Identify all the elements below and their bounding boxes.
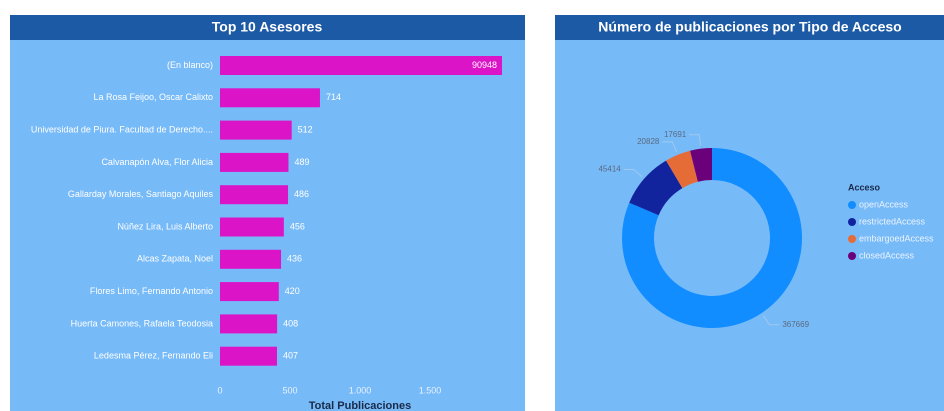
bar — [220, 314, 278, 334]
x-tick-label: 1.500 — [419, 385, 442, 395]
panel — [555, 15, 944, 411]
legend-title: Acceso — [848, 182, 881, 192]
category-label: Núñez Lira, Luis Alberto — [117, 221, 213, 231]
leader-line — [762, 315, 780, 326]
bar — [220, 282, 279, 302]
value-label: 436 — [287, 254, 302, 264]
data-label: 45414 — [598, 165, 621, 174]
legend-label: embargoedAccess — [859, 233, 934, 243]
chart-title: Top 10 Asesores — [212, 19, 323, 35]
leader-line — [689, 134, 702, 146]
data-label: 367669 — [782, 320, 809, 329]
x-tick-label: 1.000 — [349, 385, 372, 395]
bar — [220, 88, 320, 108]
value-label: 489 — [294, 157, 309, 167]
category-label: Gallarday Morales, Santiago Aquiles — [68, 189, 214, 199]
category-label: Alcas Zapata, Noel — [137, 254, 213, 264]
panel — [10, 15, 525, 411]
value-label: 408 — [283, 318, 298, 328]
value-label: 420 — [285, 286, 300, 296]
bar — [220, 185, 289, 205]
value-label: 90948 — [472, 60, 497, 70]
legend-marker — [848, 235, 856, 243]
category-label: Universidad de Piura. Facultad de Derech… — [31, 124, 213, 134]
legend-label: restrictedAccess — [859, 216, 926, 226]
value-label: 456 — [290, 221, 305, 231]
bar — [220, 152, 289, 172]
donut-slice — [621, 148, 802, 328]
bar — [220, 346, 277, 366]
data-label: 17691 — [664, 130, 687, 139]
category-label: (En blanco) — [167, 60, 213, 70]
right-panel: Número de publicaciones por Tipo de Acce… — [555, 15, 944, 411]
category-label: Flores Limo, Fernando Antonio — [90, 286, 213, 296]
data-label: 20828 — [637, 137, 660, 146]
title-bar — [555, 15, 944, 40]
bar — [220, 120, 292, 140]
donut-slice — [666, 150, 698, 189]
leader-line — [662, 141, 678, 153]
leader-line — [623, 169, 643, 178]
legend-marker — [848, 252, 856, 260]
category-label: Ledesma Pérez, Fernando Eli — [94, 351, 213, 361]
value-label: 512 — [298, 124, 313, 134]
category-label: La Rosa Feijoo, Oscar Calixto — [93, 92, 213, 102]
x-axis-title: Total Publicaciones — [309, 400, 412, 411]
category-label: Calvanapón Alva, Flor Alicia — [101, 157, 213, 167]
value-label: 486 — [294, 189, 309, 199]
legend-marker — [848, 201, 856, 209]
donut-slice — [629, 160, 683, 216]
category-label: Huerta Camones, Rafaela Teodosia — [71, 318, 213, 328]
bar — [220, 249, 282, 269]
bar — [220, 217, 284, 237]
donut-slice — [690, 148, 712, 182]
legend-label: openAccess — [859, 199, 909, 209]
bar — [220, 56, 502, 75]
value-label: 407 — [283, 351, 298, 361]
legend-label: closedAccess — [859, 250, 915, 260]
value-label: 714 — [326, 92, 341, 102]
legend-marker — [848, 218, 856, 226]
title-bar — [10, 15, 525, 40]
x-tick-label: 500 — [282, 385, 297, 395]
chart-title: Número de publicaciones por Tipo de Acce… — [598, 19, 901, 35]
x-tick-label: 0 — [217, 385, 222, 395]
